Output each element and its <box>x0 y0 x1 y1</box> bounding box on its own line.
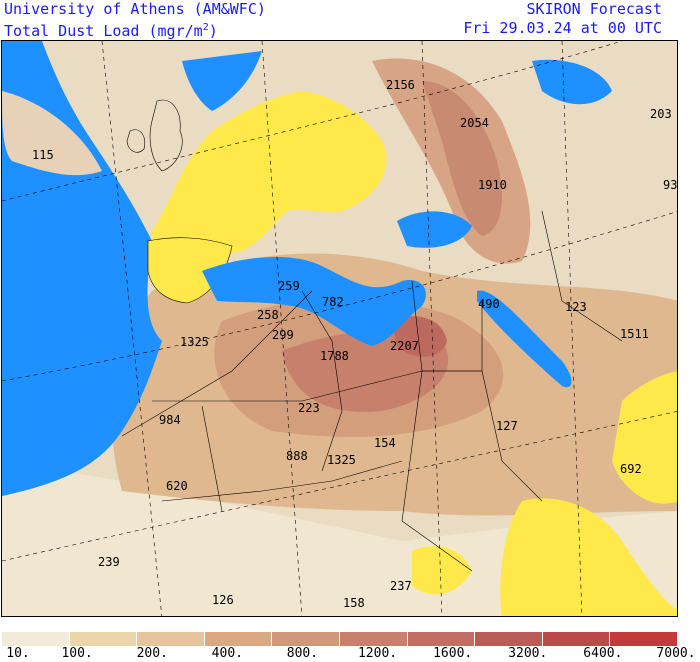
map-label: 299 <box>272 328 294 342</box>
ireland <box>126 129 145 153</box>
legend-swatch <box>339 632 408 646</box>
map-canvas: 115 2156 2054 1910 203 93 259 782 258 29… <box>2 41 677 616</box>
legend-swatch <box>137 632 205 646</box>
legend-swatch <box>610 632 678 646</box>
legend-tick: 1200. <box>357 646 398 661</box>
product-text: Total Dust Load (mgr/m <box>4 22 203 40</box>
valid-time: Fri 29.03.24 at 00 UTC <box>463 19 662 37</box>
map-label: 2207 <box>390 339 419 353</box>
great-britain <box>149 99 183 172</box>
black-sea <box>397 211 472 248</box>
legend-swatch <box>204 632 273 646</box>
map-label: 984 <box>159 413 181 427</box>
model-title: SKIRON Forecast <box>526 0 662 18</box>
product-title: Total Dust Load (mgr/m2) <box>4 19 218 40</box>
legend-tick-labels: 10. 100. 200. 400. 800. 1200. 1600. 3200. 6400. 7… <box>0 646 700 662</box>
clean-air-southeast <box>500 498 677 616</box>
product-unit-exponent: 2 <box>202 22 209 33</box>
map-label: 1910 <box>478 178 507 192</box>
legend-swatch <box>69 632 138 646</box>
map-label: 258 <box>257 308 279 322</box>
dust-load-map: 115 2156 2054 1910 203 93 259 782 258 29… <box>1 40 678 617</box>
map-label: 782 <box>322 295 344 309</box>
legend-swatch <box>272 632 340 646</box>
legend-tick: 1600. <box>433 646 473 661</box>
map-label: 158 <box>343 596 365 610</box>
map-label: 203 <box>650 107 672 121</box>
map-label: 2054 <box>460 116 489 130</box>
legend-swatch <box>475 632 543 646</box>
map-label: 115 <box>32 148 54 162</box>
clean-air-lakes <box>412 546 472 595</box>
legend-tick: 800. <box>286 646 319 661</box>
map-label: 1325 <box>327 453 356 467</box>
map-label: 237 <box>390 579 412 593</box>
map-label: 123 <box>565 300 587 314</box>
legend-tick: 200. <box>136 646 168 661</box>
map-label: 1511 <box>620 327 649 341</box>
legend-swatch <box>542 632 611 646</box>
red-sea <box>477 290 572 388</box>
legend-tick: 10. <box>6 646 30 661</box>
legend-tick: 3200. <box>508 646 548 661</box>
graticule <box>2 41 677 616</box>
legend-tick: 7000. <box>656 646 696 661</box>
map-label: 223 <box>298 401 320 415</box>
map-label: 127 <box>496 419 518 433</box>
map-label: 1788 <box>320 349 349 363</box>
dust-plume-core <box>422 81 502 236</box>
legend-tick: 6400. <box>583 646 623 661</box>
map-label: 259 <box>278 279 300 293</box>
map-label: 126 <box>212 593 234 607</box>
map-label: 692 <box>620 462 642 476</box>
map-label: 93 <box>663 178 677 192</box>
clean-air-east <box>612 371 677 504</box>
mediterranean-sea <box>202 256 426 346</box>
color-legend <box>2 632 678 646</box>
map-label: 239 <box>98 555 120 569</box>
dust-peak-region <box>392 316 447 357</box>
legend-tick: 100. <box>61 646 93 661</box>
legend-swatch <box>2 632 70 646</box>
map-label: 1325 <box>180 335 209 349</box>
country-borders <box>121 210 623 572</box>
map-label: 154 <box>374 436 396 450</box>
legend-swatch <box>407 632 476 646</box>
product-text-end: ) <box>208 22 218 40</box>
atlantic-dust-tongue <box>2 91 102 176</box>
legend-tick: 400. <box>211 646 243 661</box>
map-label: 2156 <box>386 78 415 92</box>
map-label: 888 <box>286 449 308 463</box>
north-sea <box>182 51 262 111</box>
institution-title: University of Athens (AM&WFC) <box>4 0 266 18</box>
caspian-sea <box>532 59 612 105</box>
map-label: 490 <box>478 297 500 311</box>
map-label: 620 <box>166 479 188 493</box>
